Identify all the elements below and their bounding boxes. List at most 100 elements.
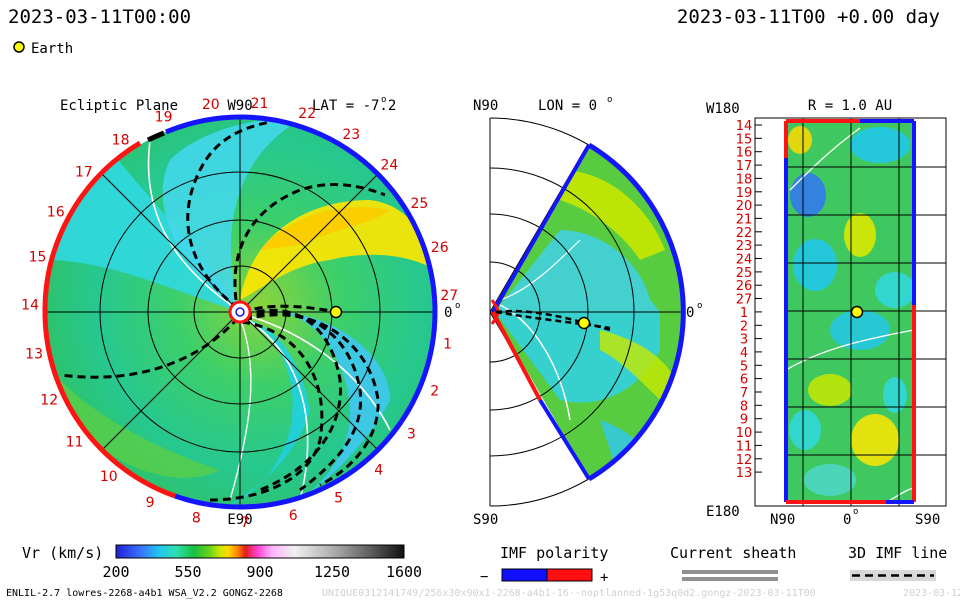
ecliptic-sector-labels: 20 21222324252627123456789101112131415161… [21,96,458,531]
imf-positive-swatch [546,568,593,582]
map-x-label-n90: N90 [770,512,795,528]
sector-label: 3 [407,426,416,442]
map-x-label-s90: S90 [915,512,940,528]
map-y-label: 14 [736,119,753,134]
sector-label: 4 [374,463,383,479]
sector-label: 21 [251,96,269,112]
map-title: R = 1.0 AU [808,98,892,114]
map-grid [786,118,946,506]
map-y-label: 7 [740,386,748,401]
map-y-label: 24 [736,253,753,268]
sector-label: 17 [75,165,93,181]
map-y-label: 5 [740,359,748,374]
ecliptic-lat-degree: o [381,95,386,105]
ecliptic-title: Ecliptic Plane [60,98,178,114]
map-y-labels: 1415161718192021222324252627123456789101… [736,119,762,481]
imf-polarity-title: IMF polarity [500,544,608,562]
sector-label: 5 [334,490,343,506]
sector-label: 7 [240,515,249,531]
earth-marker-map [850,305,864,319]
svg-text:o: o [853,507,858,517]
datetime-title: 2023-03-11T00:00 [8,6,191,28]
ecliptic-black-arc [146,130,165,143]
svg-text:o: o [697,301,702,311]
map-y-label: 18 [736,172,753,187]
sector-label: 23 [342,127,360,143]
map-y-label: 13 [736,466,753,481]
sector-label: 20 [202,97,220,113]
imf-minus-label: − [480,569,488,585]
map-label-e180: E180 [706,504,740,520]
map-y-label: 3 [740,333,748,348]
meridional-label-n90: N90 [473,98,498,114]
meridional-lon-label: LON = 0 [538,98,597,114]
earth-legend-icon [13,41,25,53]
meridional-imf-lines [495,309,611,332]
map-y-label: 10 [736,426,753,441]
earth-legend-label: Earth [31,41,73,57]
current-sheath-legend: Current sheath [670,544,796,581]
imf-negative-swatch [501,568,548,582]
colorbar-gradient [115,544,405,559]
meridional-negative-edge [491,144,591,481]
imf-line-legend: 3D IMF line [848,544,947,581]
imf-line-title: 3D IMF line [848,544,947,562]
sector-label: 11 [66,434,84,450]
ecliptic-label-w90: W90 [227,98,252,114]
current-sheath-swatch [682,570,778,574]
sector-label: 24 [380,157,398,173]
colorbar-tick-label: 900 [246,563,273,581]
map-label-w180: W180 [706,101,740,117]
sector-label: 9 [146,495,155,511]
meridional-plane-panel: N90 LON = 0 o [473,95,702,528]
ecliptic-negative-arc [165,114,438,510]
meridional-negative-arc [587,142,686,482]
map-y-label: 9 [740,413,748,428]
imf-plus-label: + [600,570,608,586]
faded-run-id-text: UNIQUE0312141749/256x30x90x1-2268-a4b1-1… [322,588,816,599]
map-y-label: 11 [736,439,753,454]
map-x-label-0: 0 [843,512,851,528]
current-sheath-title: Current sheath [670,544,796,562]
sector-label: 10 [100,469,118,485]
sector-label: 8 [192,510,201,526]
ecliptic-positive-arc [42,140,176,499]
colorbar-tick-label: 550 [174,563,201,581]
ecliptic-label-0: 0 [444,305,452,321]
map-y-label: 2 [740,319,748,334]
sector-label: 15 [29,250,47,266]
sector-label: 2 [430,384,439,400]
map-velocity-field [786,122,914,502]
sector-label: 1 [443,337,452,353]
map-y-label: 16 [736,146,753,161]
sector-label: 6 [289,508,298,524]
map-y-label: 4 [740,346,748,361]
ecliptic-lat-label: LAT = -7.2 [312,98,396,114]
sector-label: 22 [298,106,316,122]
svg-text:o: o [607,95,612,105]
colorbar-tick-label: 1600 [386,563,422,581]
map-y-label: 25 [736,266,753,281]
map-y-label: 22 [736,226,753,241]
map-y-label: 15 [736,132,753,147]
model-info-text: ENLIL-2.7 lowres-2268-a4b1 WSA_V2.2 GONG… [6,588,283,599]
radius-map-panel: W180 R = 1.0 AU [706,98,947,528]
earth-marker-ecliptic [329,305,343,319]
sector-label: 16 [47,204,65,220]
sector-label: 14 [21,298,39,314]
meridional-positive-edge [491,311,542,401]
sector-label: 12 [40,393,58,409]
sector-label: 26 [431,240,449,256]
map-y-label: 19 [736,186,753,201]
sector-label: 19 [155,109,173,125]
meridional-velocity-field [493,145,684,479]
relative-time-title: 2023-03-11T00 +0.00 day [677,6,940,28]
velocity-colorbar: Vr (km/s) 200 550 900 1250 1600 [22,544,422,581]
map-y-label: 23 [736,239,753,254]
colorbar-tick-label: 200 [102,563,129,581]
sector-label: 25 [410,196,428,212]
sector-label: 13 [25,346,43,362]
map-y-label: 20 [736,199,753,214]
map-y-label: 27 [736,293,753,308]
